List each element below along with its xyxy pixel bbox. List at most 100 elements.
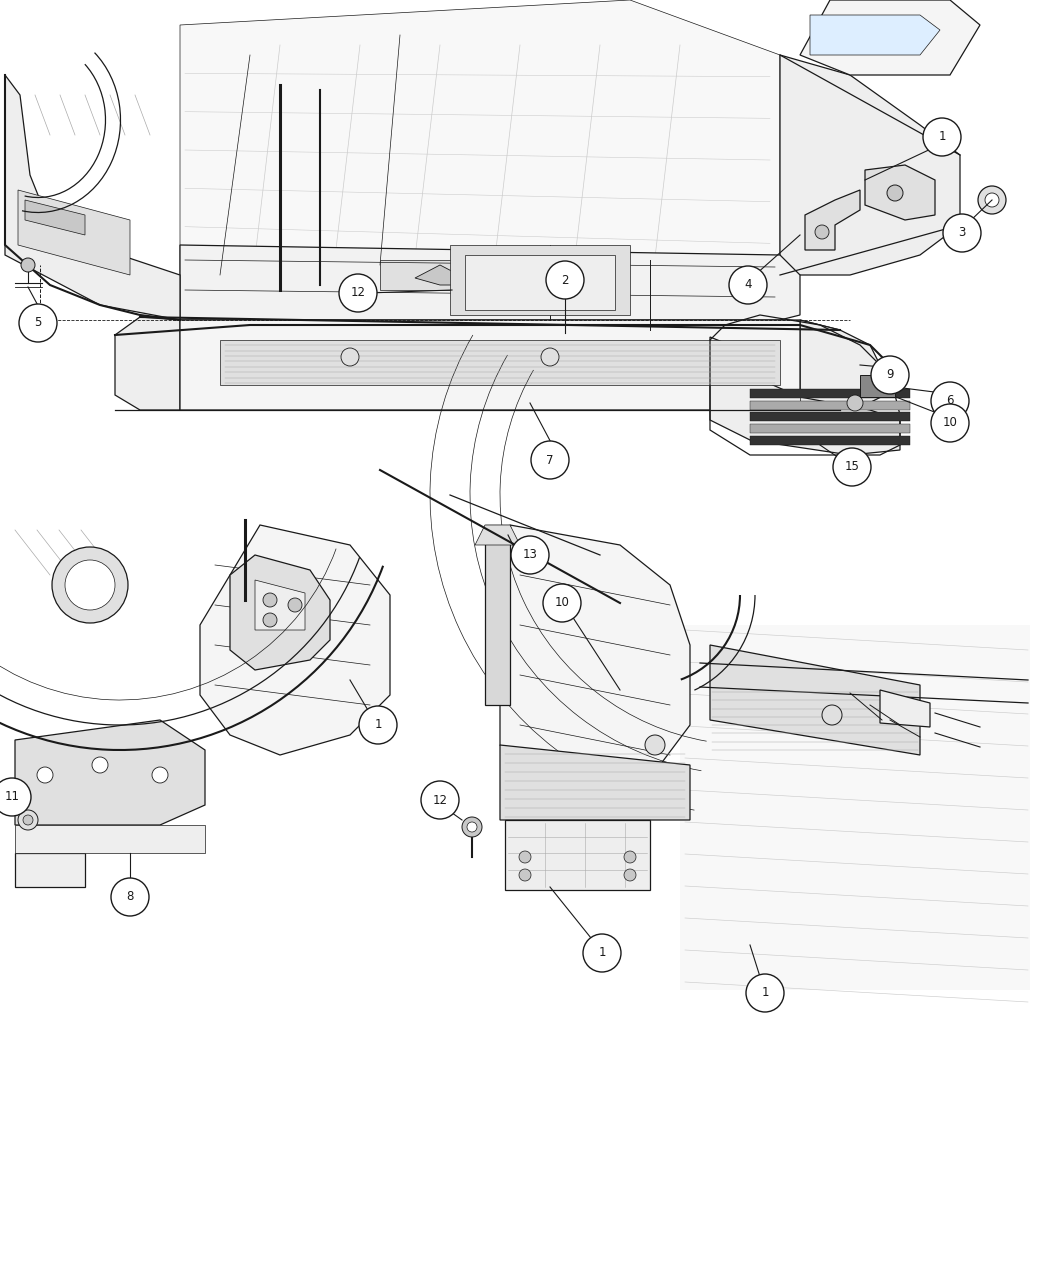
Polygon shape [505, 820, 650, 890]
Circle shape [23, 815, 33, 825]
Text: 12: 12 [351, 287, 365, 300]
Polygon shape [25, 200, 85, 235]
Circle shape [288, 598, 302, 612]
Circle shape [462, 817, 482, 836]
Circle shape [985, 193, 999, 207]
Text: 8: 8 [126, 890, 133, 904]
Circle shape [978, 186, 1006, 214]
Polygon shape [680, 625, 1030, 989]
Polygon shape [220, 340, 780, 385]
Bar [750, 402, 910, 411]
Circle shape [262, 613, 277, 627]
Circle shape [65, 560, 116, 609]
Circle shape [729, 266, 766, 303]
Circle shape [624, 850, 636, 863]
Text: 4: 4 [744, 278, 752, 292]
Polygon shape [865, 164, 934, 221]
Polygon shape [230, 555, 330, 669]
Circle shape [511, 536, 549, 574]
Bar [750, 412, 910, 421]
Circle shape [421, 782, 459, 819]
Circle shape [19, 303, 57, 342]
Circle shape [111, 878, 149, 915]
Polygon shape [710, 645, 920, 755]
Text: 9: 9 [886, 368, 894, 381]
Bar [860, 375, 895, 397]
Circle shape [21, 258, 35, 272]
Circle shape [92, 757, 108, 773]
Polygon shape [415, 265, 465, 286]
Bar [750, 389, 910, 398]
Polygon shape [805, 190, 860, 250]
Polygon shape [780, 55, 960, 275]
Polygon shape [15, 825, 205, 853]
Circle shape [546, 261, 584, 300]
Polygon shape [880, 690, 930, 727]
Text: 5: 5 [35, 316, 42, 329]
Circle shape [645, 734, 665, 755]
Circle shape [262, 593, 277, 607]
Text: 1: 1 [939, 130, 946, 144]
Circle shape [887, 185, 903, 201]
Bar [750, 436, 910, 445]
Polygon shape [116, 317, 180, 411]
Polygon shape [180, 320, 840, 411]
Polygon shape [800, 0, 980, 75]
Polygon shape [15, 853, 85, 887]
Circle shape [531, 441, 569, 479]
Text: 15: 15 [844, 460, 860, 473]
Text: 3: 3 [959, 227, 966, 240]
Circle shape [359, 706, 397, 745]
Circle shape [583, 935, 621, 972]
Circle shape [541, 348, 559, 366]
Polygon shape [475, 525, 520, 544]
Circle shape [847, 395, 863, 411]
Polygon shape [180, 245, 800, 320]
Circle shape [0, 778, 32, 816]
Circle shape [931, 404, 969, 442]
Circle shape [339, 274, 377, 312]
Text: 1: 1 [761, 987, 769, 1000]
Circle shape [543, 584, 581, 622]
Bar [750, 425, 910, 434]
Circle shape [18, 810, 38, 830]
Polygon shape [255, 580, 304, 630]
Polygon shape [800, 320, 885, 411]
Circle shape [822, 705, 842, 725]
Circle shape [467, 822, 477, 833]
Polygon shape [18, 190, 130, 275]
Text: 10: 10 [943, 417, 958, 430]
Polygon shape [485, 525, 510, 705]
Circle shape [519, 850, 531, 863]
Polygon shape [500, 525, 690, 785]
Circle shape [923, 119, 961, 156]
Polygon shape [5, 75, 180, 320]
Polygon shape [200, 525, 390, 755]
Circle shape [52, 547, 128, 623]
Circle shape [624, 870, 636, 881]
Bar [465, 255, 615, 310]
Text: 10: 10 [554, 597, 569, 609]
Text: 2: 2 [562, 274, 569, 287]
Polygon shape [180, 0, 780, 305]
Polygon shape [380, 260, 550, 289]
Polygon shape [500, 745, 690, 820]
Text: 1: 1 [374, 719, 382, 732]
Text: 13: 13 [523, 548, 538, 561]
Text: 7: 7 [546, 454, 553, 467]
Circle shape [931, 382, 969, 419]
Text: 6: 6 [946, 394, 953, 408]
Circle shape [815, 224, 830, 238]
Circle shape [341, 348, 359, 366]
Text: 12: 12 [433, 793, 447, 807]
Bar [450, 245, 630, 315]
Text: 11: 11 [4, 790, 20, 803]
Circle shape [37, 768, 52, 783]
Polygon shape [810, 15, 940, 55]
Polygon shape [15, 720, 205, 825]
Circle shape [943, 214, 981, 252]
Circle shape [833, 448, 872, 486]
Text: 1: 1 [598, 946, 606, 960]
Polygon shape [710, 337, 900, 455]
Circle shape [746, 974, 784, 1012]
